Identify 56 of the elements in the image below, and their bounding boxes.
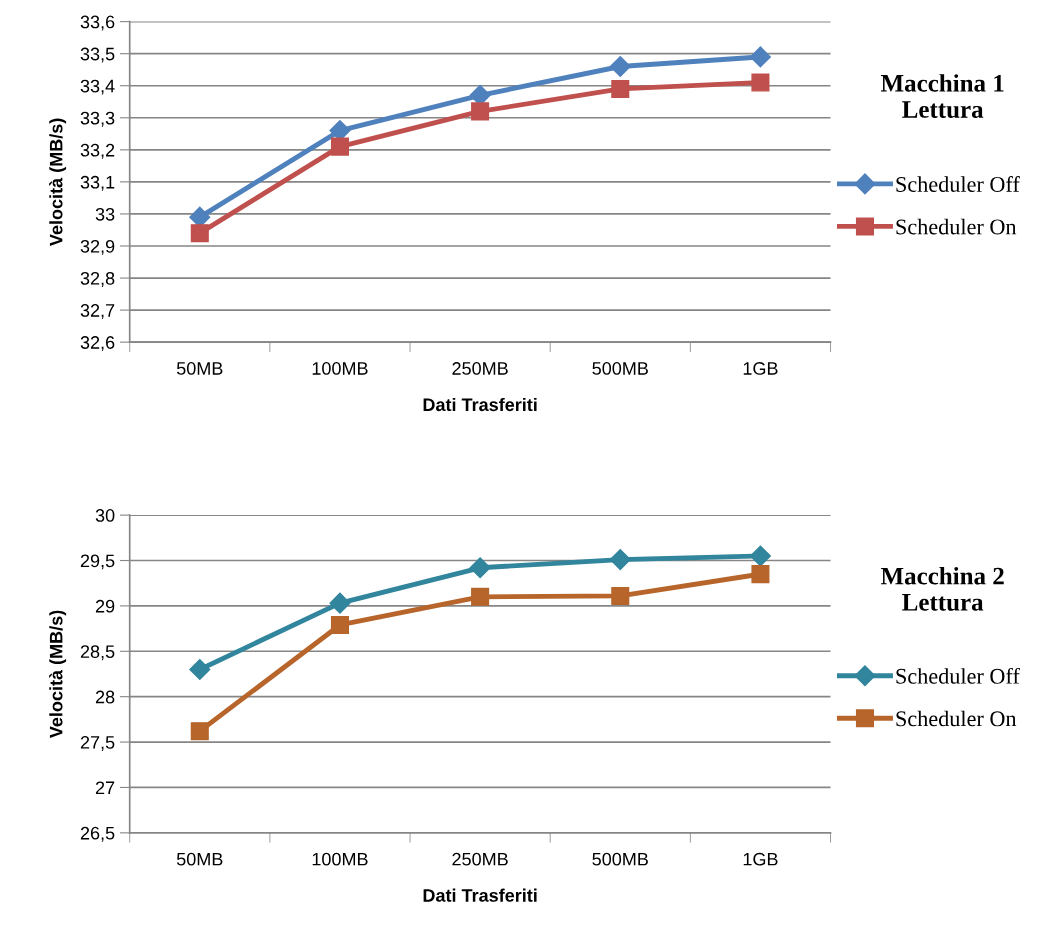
y-tick-label: 33,1 bbox=[80, 175, 115, 191]
y-axis-title: Velocità (MB/s) bbox=[49, 118, 67, 246]
legend-label: Scheduler On bbox=[896, 710, 1017, 727]
point bbox=[611, 79, 630, 98]
y-tick-label: 33,3 bbox=[80, 111, 115, 127]
point bbox=[330, 137, 349, 156]
y-tick-label: 28 bbox=[95, 690, 115, 704]
x-tick-label: 250MB bbox=[452, 362, 508, 375]
y-tick-label: 32,6 bbox=[80, 336, 115, 352]
point bbox=[330, 615, 349, 634]
text: Macchina 1 Lettura bbox=[880, 74, 1004, 118]
x-tick-label: 50MB bbox=[176, 852, 223, 866]
y-tick-label: 30 bbox=[95, 509, 115, 522]
point bbox=[749, 46, 771, 68]
x-tick-label: 250MB bbox=[452, 852, 508, 866]
y-tick-label: 32,7 bbox=[80, 304, 115, 319]
point bbox=[471, 587, 490, 606]
y-tick-label: 28,5 bbox=[80, 645, 115, 661]
point bbox=[189, 658, 211, 680]
point bbox=[190, 722, 209, 741]
x-tick-label: 500MB bbox=[592, 362, 648, 375]
x-tick-label: 500MB bbox=[592, 852, 648, 866]
y-tick-label: 32,9 bbox=[80, 239, 115, 255]
x-axis-title: Dati Trasferiti bbox=[423, 888, 537, 902]
y-tick-label: 27 bbox=[95, 781, 115, 794]
y-tick-label: 27,5 bbox=[80, 736, 115, 751]
y-tick-label: 29 bbox=[95, 599, 115, 613]
legend-label: Scheduler Off bbox=[896, 667, 1020, 684]
y-axis-title: Velocità (MB/s) bbox=[49, 610, 67, 739]
x-tick-label: 1GB bbox=[743, 362, 778, 375]
x-axis-title: Dati Trasferiti bbox=[423, 397, 537, 412]
y-tick-label: 33,6 bbox=[80, 15, 115, 31]
y-tick-label: 26,5 bbox=[80, 826, 115, 842]
x-tick-label: 100MB bbox=[312, 362, 368, 375]
y-tick-label: 33 bbox=[95, 207, 115, 221]
y-tick-label: 33,4 bbox=[80, 79, 115, 95]
y-tick-label: 33,2 bbox=[80, 143, 115, 159]
point bbox=[751, 565, 770, 584]
point bbox=[751, 73, 770, 92]
legend-label: Scheduler Off bbox=[896, 176, 1020, 192]
y-tick-label: 33,5 bbox=[80, 47, 115, 63]
point bbox=[469, 557, 491, 579]
point bbox=[329, 592, 351, 614]
y-tick-label: 29,5 bbox=[80, 554, 115, 570]
point bbox=[190, 224, 209, 243]
point bbox=[749, 545, 771, 567]
text: Macchina 2 Lettura bbox=[880, 566, 1004, 611]
x-tick-label: 50MB bbox=[176, 362, 223, 375]
point bbox=[471, 102, 490, 121]
x-tick-label: 1GB bbox=[743, 852, 778, 866]
y-tick-label: 32,8 bbox=[80, 271, 115, 287]
point bbox=[609, 549, 631, 571]
point bbox=[609, 55, 631, 78]
x-tick-label: 100MB bbox=[312, 852, 368, 866]
point bbox=[611, 586, 630, 605]
legend-label: Scheduler On bbox=[896, 218, 1017, 235]
